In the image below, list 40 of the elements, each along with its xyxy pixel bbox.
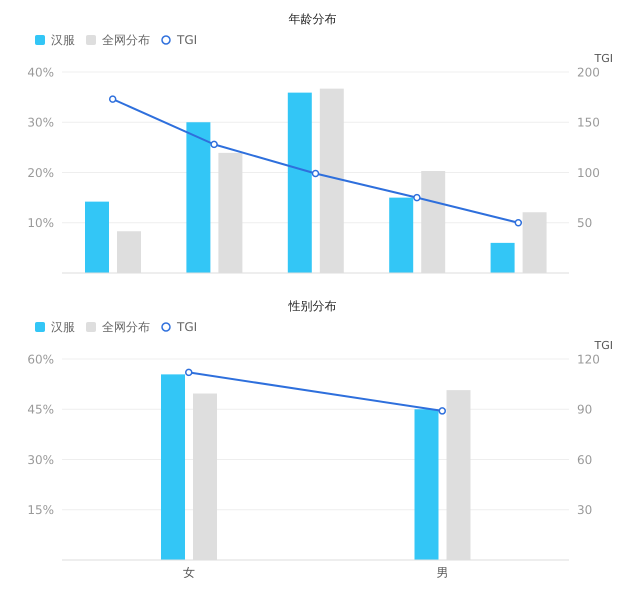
y-tick-label: 20% [27, 166, 54, 180]
bar [161, 374, 185, 560]
y2-tick-label: 200 [577, 65, 600, 80]
bar [288, 92, 312, 273]
legend-label: 汉服 [51, 318, 75, 336]
legend-label: TGI [177, 33, 198, 47]
legend-label: 汉服 [51, 32, 75, 48]
y2-tick-label: 60 [577, 452, 592, 467]
point [312, 170, 320, 178]
y-tick-label: 30% [27, 452, 54, 467]
point [210, 140, 218, 148]
y2-axis-title: TGI [594, 52, 613, 65]
x-tick-label: 男 [436, 566, 448, 580]
x-tick-label: 女 [182, 566, 195, 580]
y2-tick-label: 100 [577, 166, 600, 180]
point [514, 219, 522, 226]
legend-label: TGI [177, 320, 198, 334]
chart-title: 年龄分布 [288, 11, 338, 28]
y-tick-label: 45% [27, 402, 54, 417]
bar [186, 122, 210, 273]
point [108, 95, 116, 103]
bar [490, 242, 515, 273]
y2-tick-label: 150 [577, 116, 600, 130]
y2-tick-label: 50 [577, 216, 592, 230]
y-tick-label: 60% [27, 352, 54, 366]
point [413, 194, 421, 202]
y-tick-label: 10% [27, 216, 54, 230]
legend-label: 全网分布 [102, 32, 150, 48]
y-tick-label: 15% [27, 503, 54, 518]
chart-title: 性别分布 [287, 298, 338, 315]
y-tick-label: 30% [27, 116, 54, 130]
bar [85, 202, 109, 273]
y2-tick-label: 90 [577, 402, 592, 417]
y2-axis-title: TGI [594, 339, 613, 352]
legend-label: 全网分布 [102, 318, 150, 336]
y2-tick-label: 120 [577, 352, 600, 366]
y2-tick-label: 30 [577, 503, 592, 518]
bar [389, 198, 414, 273]
bar [414, 409, 438, 560]
y-tick-label: 40% [27, 65, 54, 80]
